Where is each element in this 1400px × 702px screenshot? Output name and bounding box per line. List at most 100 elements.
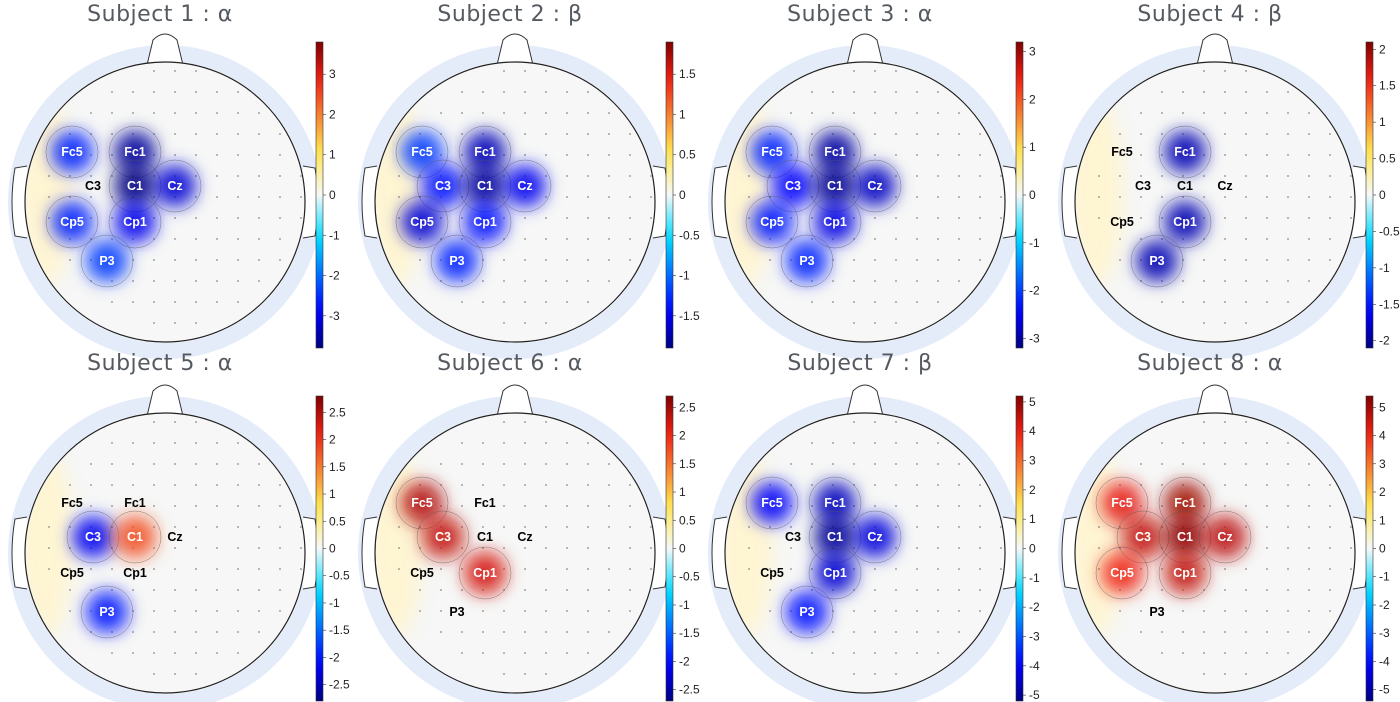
grid-dot [895,154,897,156]
grid-dot [916,259,918,261]
grid-dot [300,196,302,198]
contour-line [808,546,862,600]
grid-dot [566,217,568,219]
activation-blob [1107,488,1137,518]
colorbar-tick-label: -0.5 [329,569,350,583]
grid-dot [1287,463,1289,465]
electrode-label-cz: Cz [1217,530,1232,544]
grid-dot [811,589,813,591]
grid-dot [153,610,155,612]
nose-outline [496,384,534,417]
grid-dot [1000,217,1002,219]
electrode-label-c3: C3 [785,179,801,193]
grid-dot [587,259,589,261]
grid-dot [195,91,197,93]
grid-dot [587,631,589,633]
contour-line [808,195,862,249]
head-outline [24,412,306,694]
grid-dot [195,463,197,465]
contour-line [498,159,552,213]
grid-dot [174,442,176,444]
electrode-label-p3: P3 [1149,254,1164,268]
grid-dot [1266,547,1268,549]
grid-dot [69,505,71,507]
grid-dot [1098,196,1100,198]
activation-blob [757,137,787,167]
grid-dot [895,280,897,282]
contour-line [430,234,484,288]
grid-dot [874,322,876,324]
colorbar-tick-label: 2.5 [329,405,346,419]
grid-dot [937,217,939,219]
grid-dot [195,154,197,156]
grid-dot [874,673,876,675]
grid-dot [629,568,631,570]
grid-dot [216,91,218,93]
grid-dot [237,133,239,135]
grid-dot [545,280,547,282]
grid-dot [1287,133,1289,135]
contour-line [416,510,470,564]
grid-dot [832,463,834,465]
grid-dot [587,112,589,114]
grid-dot [895,610,897,612]
grid-dot [566,238,568,240]
grid-dot [1245,91,1247,93]
grid-dot [937,112,939,114]
contour-line [745,125,799,179]
activation-blob [860,522,890,552]
grid-dot [895,196,897,198]
grid-dot [279,133,281,135]
electrode-label-c3: C3 [1135,179,1151,193]
grid-dot [958,280,960,282]
grid-dot [461,568,463,570]
grid-dot [874,301,876,303]
grid-dot [1161,91,1163,93]
grid-dot [111,175,113,177]
grid-dot [1224,175,1226,177]
grid-dot [482,463,484,465]
grid-dot [629,259,631,261]
grid-dot [1224,91,1226,93]
grid-dot [545,217,547,219]
grid-dot [237,196,239,198]
grid-dot [853,70,855,72]
grid-dot [195,133,197,135]
grid-dot [937,631,939,633]
grid-dot [300,547,302,549]
grid-dot [300,175,302,177]
grid-dot [874,505,876,507]
grid-dot [153,442,155,444]
grid-dot [1161,154,1163,156]
grid-dot [1245,217,1247,219]
electrode-label-cp1: Cp1 [823,215,847,229]
grid-dot [524,301,526,303]
grid-dot [279,259,281,261]
grid-dot [132,442,134,444]
grid-dot [524,217,526,219]
grid-dot [195,421,197,423]
grid-dot [958,610,960,612]
grid-dot [748,175,750,177]
grid-dot [545,673,547,675]
grid-dot [1329,547,1331,549]
grid-dot [174,610,176,612]
grid-dot [566,133,568,135]
grid-dot [1098,547,1100,549]
grid-dot [195,238,197,240]
grid-dot [216,463,218,465]
grid-dot [1224,652,1226,654]
grid-dot [1329,505,1331,507]
grid-dot [1308,217,1310,219]
grid-dot [1287,547,1289,549]
colorbar-tick-label: 0 [329,542,336,556]
grid-dot [237,91,239,93]
grid-dot [1182,196,1184,198]
electrode-label-fc5: Fc5 [761,496,783,510]
colorbar-tick-label: 1.5 [679,67,696,81]
grid-dot [1161,196,1163,198]
grid-dot [608,631,610,633]
grid-dot [566,175,568,177]
grid-dot [1203,259,1205,261]
grid-dot [48,568,50,570]
